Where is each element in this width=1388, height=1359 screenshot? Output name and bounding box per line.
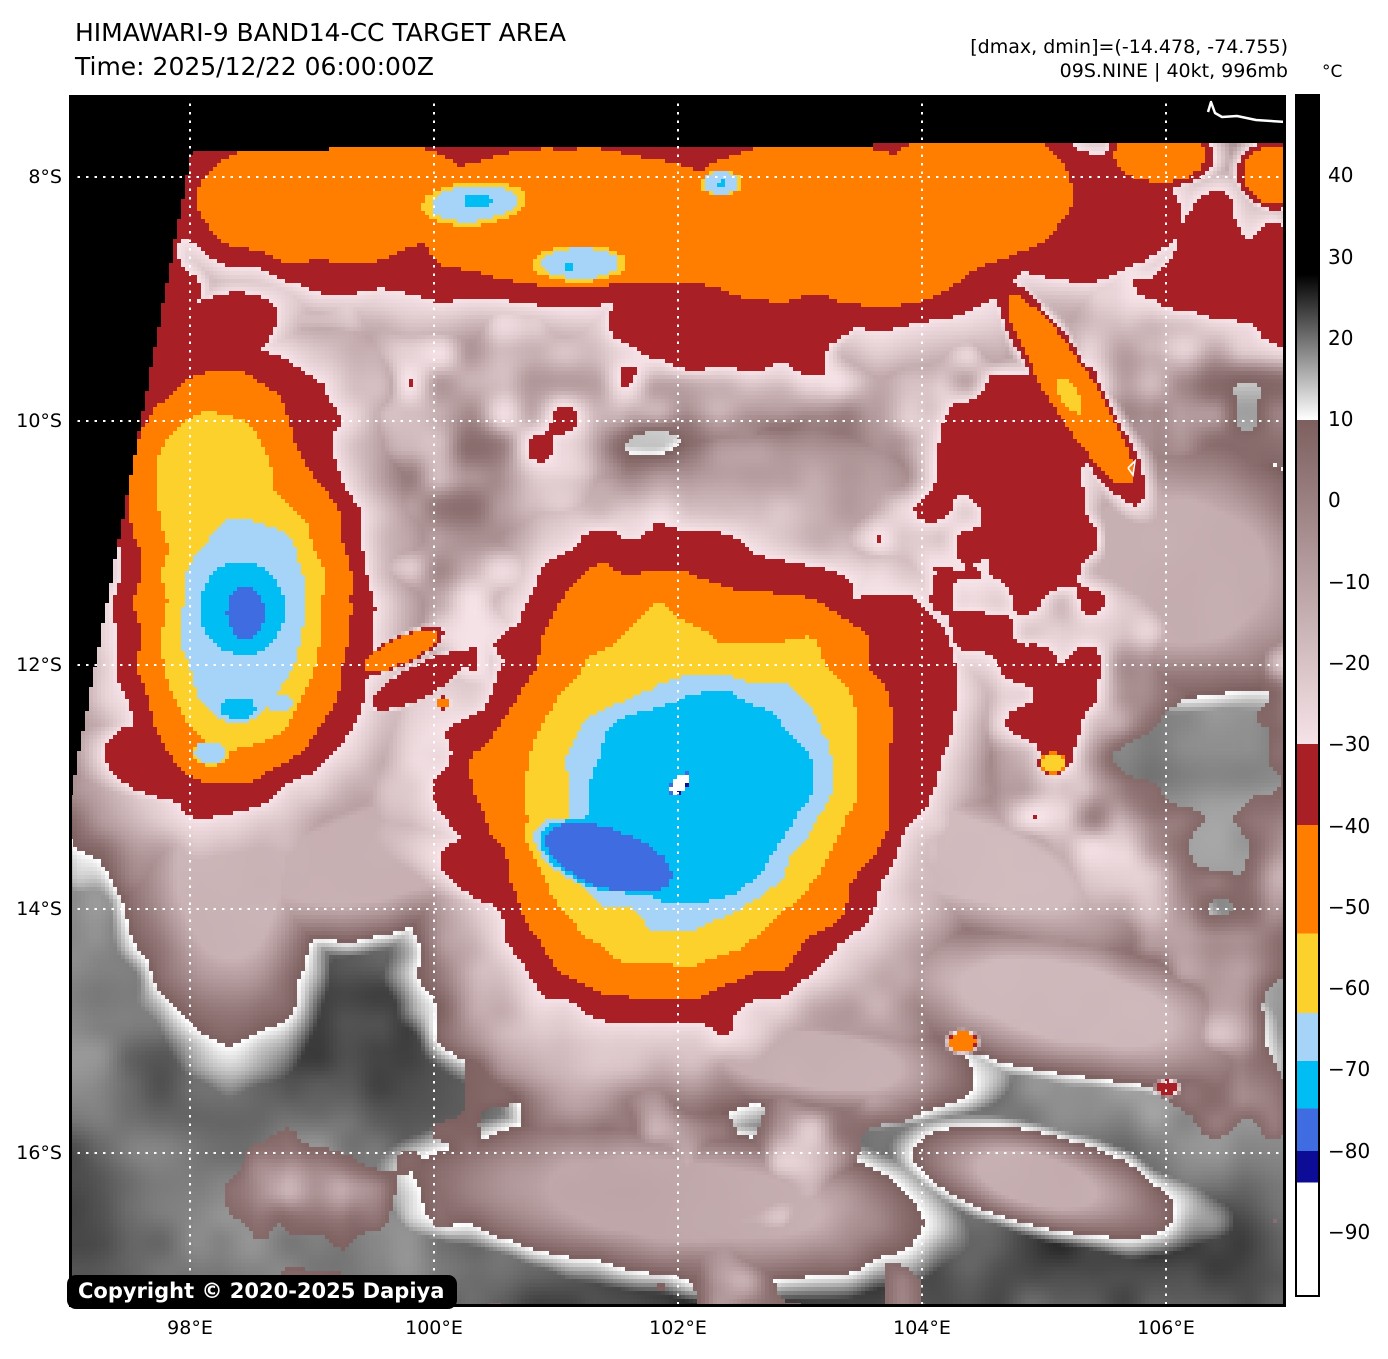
- colorbar-tick: 20: [1328, 325, 1354, 350]
- map-frame: [69, 95, 1286, 1307]
- image-time: Time: 2025/12/22 06:00:00Z: [75, 52, 434, 81]
- x-axis-label: 102°E: [649, 1317, 707, 1339]
- x-axis-label: 98°E: [167, 1317, 213, 1339]
- satellite-map: Copyright © 2020-2025 Dapiya: [67, 95, 1286, 1309]
- temperature-colorbar: [1295, 94, 1320, 1297]
- small-white-marker: [1127, 458, 1137, 478]
- colorbar-tick: −70: [1328, 1057, 1371, 1082]
- colorbar-tick: 30: [1328, 244, 1354, 269]
- y-axis-label: 8°S: [28, 166, 62, 188]
- colorbar-tick: −30: [1328, 732, 1371, 757]
- latlon-gridlines: [69, 95, 1286, 1307]
- copyright-badge: Copyright © 2020-2025 Dapiya: [67, 1275, 458, 1309]
- y-axis-label: 10°S: [16, 410, 62, 432]
- y-axis-label: 14°S: [16, 898, 62, 920]
- colorbar-tick: 0: [1328, 488, 1341, 513]
- x-axis-label: 104°E: [893, 1317, 951, 1339]
- colorbar-tick: −20: [1328, 650, 1371, 675]
- colorbar-tick: 40: [1328, 163, 1354, 188]
- storm-info: 09S.NINE | 40kt, 996mb: [1059, 60, 1288, 82]
- colorbar-tick: −80: [1328, 1138, 1371, 1163]
- colorbar-tick: −90: [1328, 1219, 1371, 1244]
- y-axis-label: 12°S: [16, 654, 62, 676]
- colorbar-tick: −10: [1328, 569, 1371, 594]
- colorbar-tick: −60: [1328, 976, 1371, 1001]
- colorbar-tick: −40: [1328, 813, 1371, 838]
- colorbar-tick: −50: [1328, 894, 1371, 919]
- dmax-dmin-readout: [dmax, dmin]=(-14.478, -74.755): [970, 36, 1288, 58]
- x-axis-label: 106°E: [1137, 1317, 1195, 1339]
- colorbar-tick: 10: [1328, 407, 1354, 432]
- map-overlay: [69, 95, 1286, 1307]
- x-axis-label: 100°E: [405, 1317, 463, 1339]
- page-title: HIMAWARI-9 BAND14-CC TARGET AREA: [75, 18, 567, 47]
- coastline: [1206, 100, 1286, 124]
- y-axis-label: 16°S: [16, 1142, 62, 1164]
- colorbar-unit-label: °C: [1322, 62, 1343, 82]
